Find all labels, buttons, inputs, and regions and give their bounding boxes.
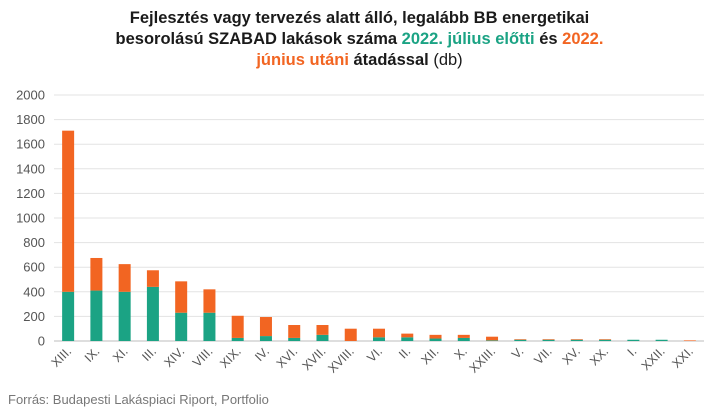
x-tick-label: XII. [418, 344, 441, 367]
bar-segment-before-july [627, 339, 640, 341]
x-tick-label: XXI. [669, 344, 696, 371]
x-tick-label: XVI. [274, 344, 301, 371]
y-axis-ticks: 0 200 400 600 800 1000 1200 1400 1600 1800 2000 [16, 88, 45, 349]
bar-segment-after-june [401, 333, 414, 338]
x-tick-label: I. [625, 344, 640, 359]
x-tick-label: XI. [110, 344, 131, 365]
y-tick-label: 1800 [16, 112, 45, 127]
x-tick-label: XIX. [217, 344, 244, 371]
bar-segment-after-june [457, 334, 470, 338]
y-tick-label: 2000 [16, 88, 45, 103]
bar-segment-after-june [118, 264, 131, 292]
bar-segment-after-june [62, 130, 75, 292]
bar-segment-after-june [344, 328, 357, 341]
bars [62, 130, 696, 341]
bar-segment-before-july [90, 290, 103, 341]
title-conjunction: és [534, 30, 563, 48]
bar-segment-after-june [231, 315, 244, 338]
x-tick-label: VI. [364, 344, 385, 365]
bar-segment-after-june [429, 334, 442, 339]
y-tick-label: 0 [38, 334, 45, 349]
y-tick-label: 800 [23, 235, 45, 250]
source-note: Forrás: Budapesti Lakáspiaci Riport, Por… [8, 392, 269, 407]
bar-segment-after-june [570, 339, 583, 340]
title-line-2-text: besorolású SZABAD lakások száma [115, 30, 402, 48]
bar-segment-before-july [288, 337, 301, 341]
bar-segment-before-july [62, 291, 75, 341]
bar-segment-before-july [373, 337, 385, 341]
bar-segment-before-july [259, 336, 272, 341]
bar-segment-after-june [373, 328, 385, 338]
x-tick-label: XVII. [300, 344, 329, 373]
bar-segment-before-july [401, 337, 414, 341]
title-line-3-text: átadással [348, 51, 429, 69]
bar-segment-after-june [288, 325, 301, 338]
bar-segment-after-june [259, 317, 272, 337]
bar-segment-before-july [655, 339, 668, 341]
x-tick-label: XX. [587, 344, 611, 368]
x-tick-label: XIII. [49, 344, 75, 370]
y-tick-label: 1200 [16, 186, 45, 201]
title-line-3: június utáni átadással (db) [0, 50, 719, 71]
title-line-2: besorolású SZABAD lakások száma 2022. jú… [0, 29, 719, 50]
x-tick-label: XV. [560, 344, 583, 367]
y-tick-label: 600 [23, 260, 45, 275]
x-tick-label: IX. [82, 344, 103, 365]
bar-segment-before-july [203, 312, 216, 341]
bar-segment-before-july [118, 291, 131, 341]
x-tick-label: IV. [252, 344, 272, 364]
bar-segment-before-july [146, 286, 159, 341]
title-line-1: Fejlesztés vagy tervezés alatt álló, leg… [129, 9, 590, 27]
x-tick-label: VIII. [190, 344, 216, 370]
x-tick-label: XIV. [161, 344, 187, 370]
bar-segment-after-june [146, 270, 159, 287]
bar-segment-before-july [570, 339, 583, 341]
x-tick-label: XXIII. [467, 344, 499, 376]
title-series-after-june: június utáni [256, 51, 349, 69]
title-series-after-june-year: 2022. [562, 30, 604, 48]
bar-segment-after-june [203, 289, 216, 313]
bar-segment-after-june [514, 339, 527, 340]
x-tick-label: III. [139, 344, 159, 364]
y-tick-label: 1400 [16, 161, 45, 176]
x-tick-label: X. [452, 344, 470, 362]
bar-segment-before-july [486, 340, 499, 341]
bar-segment-before-july [429, 338, 442, 341]
chart-title: Fejlesztés vagy tervezés alatt álló, leg… [0, 8, 719, 71]
y-tick-label: 400 [23, 284, 45, 299]
x-tick-label: XVIII. [325, 344, 357, 376]
bar-segment-before-july [231, 337, 244, 341]
bar-segment-before-july [316, 334, 329, 341]
x-tick-label: V. [509, 344, 526, 361]
title-series-before-july: 2022. július előtti [401, 30, 535, 48]
bar-segment-before-july [457, 337, 470, 341]
x-tick-label: XXII. [639, 344, 668, 373]
bar-segment-after-june [683, 340, 696, 341]
bar-segment-after-june [599, 339, 612, 340]
bar-segment-after-june [316, 325, 329, 335]
y-tick-label: 1600 [16, 137, 45, 152]
bar-segment-before-july [599, 339, 612, 341]
bar-segment-after-june [90, 257, 103, 291]
bar-segment-before-july [514, 339, 527, 341]
bar-segment-after-june [175, 281, 188, 313]
bar-segment-after-june [542, 339, 555, 340]
title-unit: (db) [428, 51, 463, 69]
bar-segment-before-july [542, 339, 555, 341]
x-tick-label: VII. [532, 344, 555, 367]
bar-segment-before-july [175, 312, 188, 341]
y-tick-label: 200 [23, 309, 45, 324]
bar-segment-after-june [486, 336, 499, 341]
x-axis-ticks: XIII. IX. XI. III. XIV. VIII. XIX. IV. XVI. XVII.… [49, 344, 696, 376]
y-tick-label: 1000 [16, 211, 45, 226]
x-tick-label: II. [396, 344, 413, 361]
